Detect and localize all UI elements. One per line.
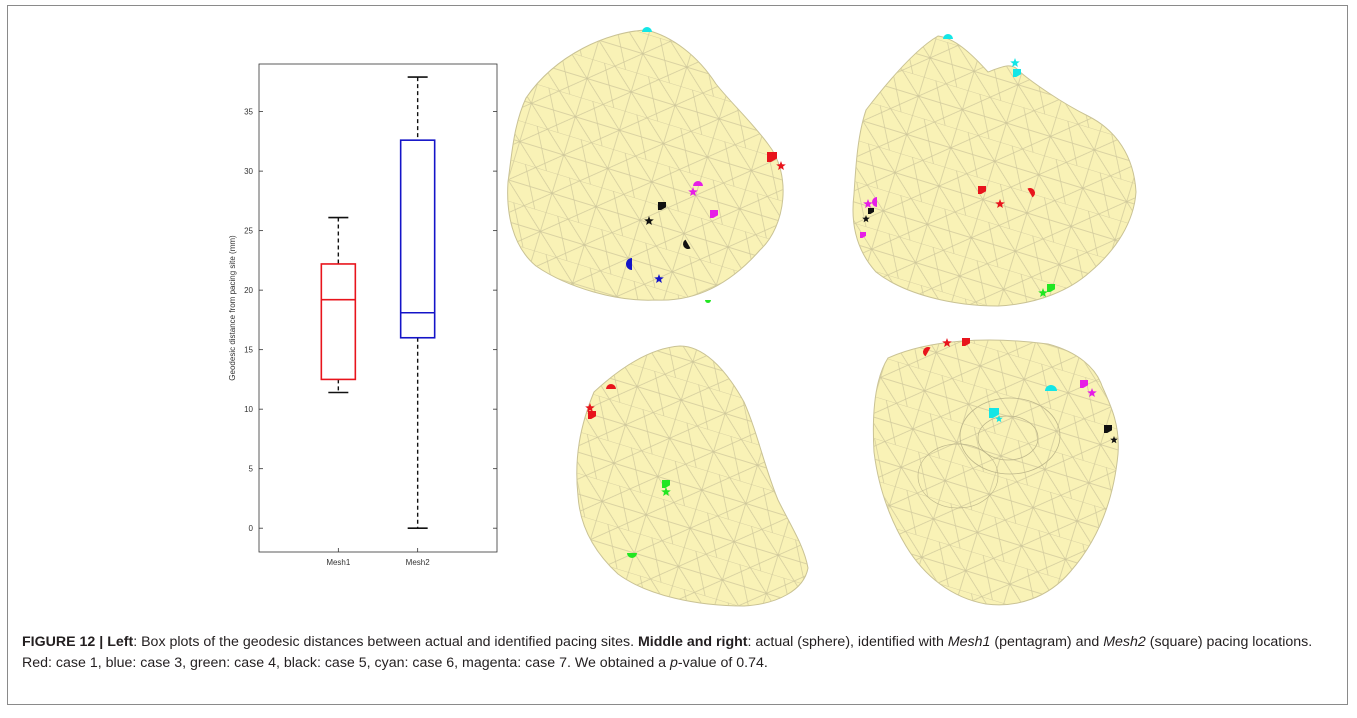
pentagram-marker <box>1010 58 1020 67</box>
sphere-marker <box>642 27 652 32</box>
square-marker <box>1104 425 1112 433</box>
mesh-panels <box>507 29 1137 607</box>
y-axis-ticks: 0 5 10 15 20 25 30 35 <box>244 108 497 533</box>
sphere-marker <box>626 258 632 270</box>
boxes <box>320 76 436 529</box>
square-marker <box>860 232 866 238</box>
box-iqr <box>320 263 357 381</box>
mesh-inner-ring <box>959 397 1061 475</box>
square-marker <box>1013 69 1021 77</box>
figure-frame: 0 5 10 15 20 25 30 35 Mesh1 Mesh2 Geodesic dista… <box>7 5 1348 705</box>
square-marker <box>1080 380 1088 388</box>
caption-p-italic: p <box>670 655 678 671</box>
box-plot: 0 5 10 15 20 25 30 35 Mesh1 Mesh2 Geodesic dista… <box>228 63 498 567</box>
pentagram-marker <box>688 187 698 196</box>
sphere-marker <box>872 197 877 207</box>
square-marker <box>962 338 970 346</box>
x-tick-label: Mesh1 <box>326 558 351 567</box>
y-tick-label: 25 <box>244 227 253 236</box>
x-tick-label: Mesh2 <box>406 558 431 567</box>
sphere-marker <box>627 553 637 558</box>
y-tick-label: 15 <box>244 346 253 355</box>
caption-mesh2: Mesh2 <box>1103 634 1146 650</box>
square-marker <box>767 152 777 162</box>
pentagram-marker <box>995 199 1005 208</box>
y-tick-label: 35 <box>244 108 253 117</box>
pentagram-marker <box>1110 436 1118 444</box>
square-marker <box>658 202 666 210</box>
pentagram-marker <box>661 487 671 496</box>
caption-p-text: -value of 0.74. <box>677 655 768 671</box>
square-marker <box>989 408 999 418</box>
pentagram-marker <box>776 161 786 170</box>
square-marker <box>978 186 986 194</box>
mesh-bottom-middle <box>576 345 809 607</box>
caption-middle-title: Middle and right <box>637 634 748 650</box>
pentagram-marker <box>1038 288 1048 297</box>
caption-left-title: Left <box>107 634 134 650</box>
caption-mesh1: Mesh1 <box>947 634 991 650</box>
pentagram-marker <box>863 199 873 208</box>
mesh-bottom-right <box>872 339 1119 606</box>
caption-middle-text-1: : actual (sphere), identified with <box>747 634 948 650</box>
y-tick-label: 30 <box>244 167 253 176</box>
y-axis-label: Geodesic distance from pacing site (mm) <box>228 235 237 381</box>
square-marker <box>868 208 874 214</box>
pentagram-marker <box>862 215 870 223</box>
square-marker <box>710 210 718 218</box>
sphere-marker <box>705 300 711 303</box>
figure-svg: 0 5 10 15 20 25 30 35 Mesh1 Mesh2 Geodesic dista… <box>228 27 1137 607</box>
figure-caption: FIGURE 12 | Left: Box plots of the geode… <box>22 632 1332 674</box>
pentagram-marker <box>644 216 654 225</box>
square-marker <box>588 411 596 419</box>
caption-left-text: : Box plots of the geodesic distances be… <box>133 634 638 650</box>
box-mesh1 <box>320 216 357 394</box>
x-axis-ticks: Mesh1 Mesh2 <box>326 548 430 567</box>
sphere-marker <box>1045 385 1057 391</box>
pentagram-marker <box>585 403 595 412</box>
pentagram-marker <box>654 274 664 283</box>
caption-label: FIGURE 12 | <box>22 634 108 650</box>
y-tick-label: 10 <box>244 405 253 414</box>
square-marker <box>662 480 670 488</box>
box-mesh2 <box>399 76 436 529</box>
pentagram-marker <box>942 338 952 347</box>
sphere-marker <box>922 347 931 357</box>
pentagram-marker <box>995 415 1003 423</box>
mesh-inner-ring <box>977 415 1039 461</box>
caption-middle-text-2: (pentagram) and <box>990 634 1104 650</box>
figure-panel: 0 5 10 15 20 25 30 35 Mesh1 Mesh2 Geodesic dista… <box>8 6 1349 616</box>
mesh-inner-ring <box>917 443 999 509</box>
y-tick-label: 20 <box>244 286 253 295</box>
square-marker <box>1047 284 1055 292</box>
caption-middle-text-3: (square) pacing locations. Red: case 1, … <box>22 634 1313 671</box>
y-tick-label: 5 <box>249 465 254 474</box>
sphere-marker <box>693 181 703 186</box>
pentagram-marker <box>1087 388 1097 397</box>
sphere-marker <box>943 34 953 39</box>
sphere-marker <box>1027 188 1035 198</box>
pacing-markers <box>585 27 1118 558</box>
plot-axes <box>258 63 498 553</box>
sphere-marker <box>683 239 691 249</box>
y-tick-label: 0 <box>249 524 254 533</box>
sphere-marker <box>606 384 616 389</box>
box-iqr <box>399 139 436 339</box>
